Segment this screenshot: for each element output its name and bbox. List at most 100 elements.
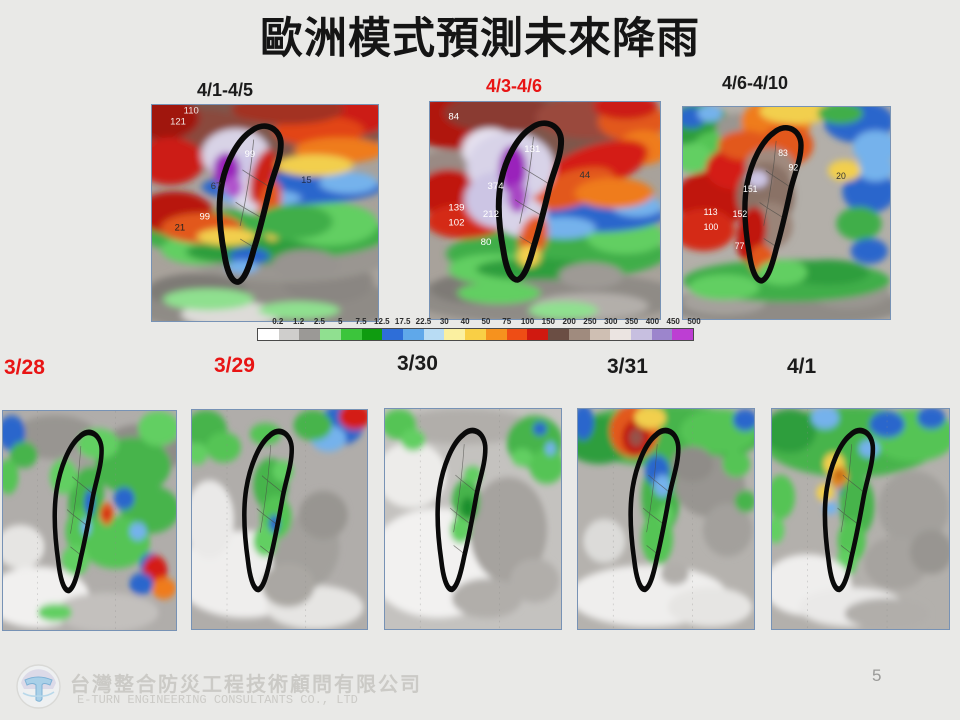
forecast-map-week2-canvas: 84 131 44 139 102 374 212 80 [430, 102, 660, 319]
map-annotation: 15 [301, 175, 312, 185]
scale-segment [630, 329, 652, 340]
taiwan-outline [628, 427, 681, 593]
map-annotation: 21 [175, 222, 186, 232]
map-annotation: 44 [580, 169, 591, 180]
rain-scale-ticks: 0.2 1.2 2.5 5 7.5 12.5 17.5 22.5 30 40 50 75 100 150 2… [257, 316, 700, 328]
page-number: 5 [872, 666, 882, 685]
map-annotation: 110 [184, 106, 199, 116]
daily-map-1-canvas [3, 411, 176, 630]
period-label-week1: 4/1-4/5 [197, 80, 254, 100]
scale-segment [548, 329, 569, 340]
map-annotation: 113 [704, 207, 718, 217]
forecast-map-week3: 83 92 20 113 100 151 152 77 [682, 106, 891, 320]
scale-segment [568, 329, 590, 340]
scale-segment [361, 329, 383, 340]
forecast-map-week1: 121 110 99 67 99 21 15 [151, 104, 379, 322]
daily-map-2-canvas [192, 410, 367, 629]
date-label-3: 3/30 [397, 352, 438, 375]
scale-segment [444, 329, 466, 340]
taiwan-outline [435, 427, 488, 593]
scale-segment [589, 329, 611, 340]
scale-tick-label: 0.2 [272, 317, 284, 326]
period-label-week2: 4/3-4/6 [486, 76, 543, 96]
scale-tick-label: 250 [583, 317, 597, 326]
company-name-zh: 台灣整合防災工程技術顧問有限公司 [70, 674, 422, 696]
scale-tick-label: 500 [687, 317, 701, 326]
scale-segment [610, 329, 631, 340]
map-annotation: 80 [481, 236, 492, 247]
daily-map-2 [191, 409, 368, 630]
scale-segment [403, 329, 424, 340]
scale-segment [258, 329, 279, 340]
map-annotation: 374 [488, 180, 504, 191]
map-annotation: 92 [789, 163, 799, 173]
scale-segment [672, 329, 694, 340]
map-annotation: 99 [199, 212, 210, 222]
period-label-week3: 4/6-4/10 [722, 73, 789, 93]
scale-tick-label: 50 [481, 317, 491, 326]
scale-segment [423, 329, 445, 340]
daily-map-5-canvas [772, 409, 949, 629]
scale-tick-label: 12.5 [374, 317, 390, 326]
scale-tick-label: 100 [520, 317, 535, 326]
map-annotation: 139 [448, 202, 464, 213]
scale-tick-label: 350 [624, 317, 639, 326]
date-label-5: 4/1 [787, 355, 817, 378]
taiwan-outline [242, 428, 295, 593]
scale-tick-label: 7.5 [355, 317, 367, 326]
daily-map-4 [577, 408, 755, 630]
daily-map-1 [2, 410, 177, 631]
map-annotation: 131 [524, 143, 540, 154]
date-label-2: 3/29 [214, 354, 255, 377]
map-annotation: 100 [704, 222, 719, 232]
taiwan-outline [822, 427, 876, 593]
map-annotation: 84 [448, 111, 459, 122]
rain-scale-bar [257, 328, 694, 341]
company-logo-icon [16, 664, 61, 709]
taiwan-outline [495, 120, 565, 283]
rain-scale: 0.2 1.2 2.5 5 7.5 12.5 17.5 22.5 30 40 50 75 100 150 2… [257, 316, 701, 346]
company-name-en: E-TURN ENGINEERING CONSULTANTS CO., LTD [77, 693, 358, 707]
taiwan-outline [216, 123, 284, 285]
scale-segment [506, 329, 528, 340]
scale-tick-label: 17.5 [394, 317, 411, 326]
scale-segment [278, 329, 300, 340]
scale-segment [382, 329, 404, 340]
scale-tick-label: 150 [541, 317, 556, 326]
daily-map-5 [771, 408, 950, 630]
daily-map-3-canvas [385, 409, 561, 629]
map-annotation: 212 [483, 208, 499, 219]
scale-tick-label: 30 [439, 317, 449, 326]
map-annotation: 102 [448, 217, 464, 228]
scale-tick-label: 300 [604, 317, 618, 326]
slide-title: 歐洲模式預測未來降雨 [260, 15, 700, 63]
scale-segment [320, 329, 341, 340]
map-annotation: 99 [245, 149, 256, 159]
taiwan-outline [742, 125, 804, 284]
map-annotation: 152 [733, 209, 748, 219]
scale-tick-label: 200 [562, 317, 576, 326]
map-annotation: 151 [743, 184, 758, 194]
scale-segment [465, 329, 486, 340]
scale-tick-label: 450 [666, 317, 680, 326]
scale-segment [299, 329, 321, 340]
scale-tick-label: 40 [460, 317, 470, 326]
map-annotation: 121 [170, 117, 186, 127]
map-annotation: 20 [836, 171, 846, 181]
scale-tick-label: 5 [338, 317, 343, 326]
forecast-map-week2: 84 131 44 139 102 374 212 80 [429, 101, 661, 320]
scale-segment [485, 329, 507, 340]
scale-tick-label: 1.2 [293, 317, 305, 326]
scale-tick-label: 22.5 [415, 317, 432, 326]
taiwan-outline [52, 429, 104, 594]
daily-map-3 [384, 408, 562, 630]
map-annotation: 67 [211, 181, 222, 191]
date-label-1: 3/28 [4, 356, 45, 379]
scale-tick-label: 75 [502, 317, 512, 326]
scale-tick-label: 2.5 [313, 317, 325, 326]
date-label-4: 3/31 [607, 355, 648, 378]
map-annotation: 77 [735, 241, 745, 251]
